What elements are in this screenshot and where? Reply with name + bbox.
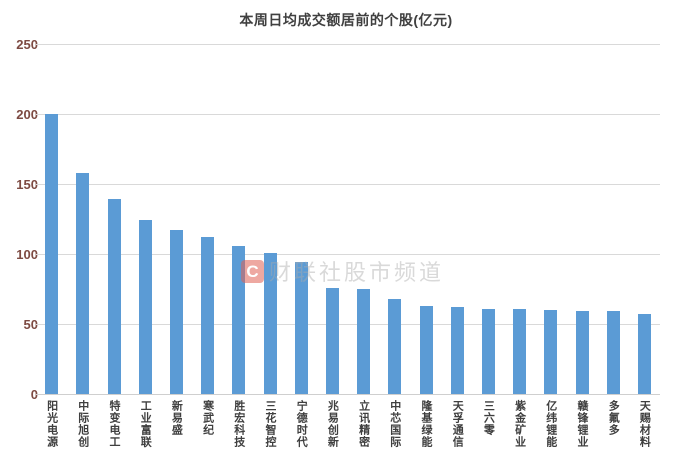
y-tick-label: 100 (16, 246, 38, 262)
gridline-y-100 (36, 254, 660, 255)
x-tick-label-特变电工: 特变电工 (108, 400, 120, 448)
y-tick-label: 250 (16, 36, 38, 52)
gridline-y-200 (36, 114, 660, 115)
bar-寒武纪 (201, 237, 215, 394)
x-tick-label-中芯国际: 中芯国际 (388, 400, 401, 448)
bar-立讯精密 (357, 289, 371, 394)
gridline-y-50 (36, 324, 660, 325)
y-tick-label: 200 (16, 106, 38, 122)
bar-工业富联 (138, 220, 152, 394)
bar-新易盛 (169, 230, 183, 394)
y-tick-label: 50 (23, 316, 38, 332)
x-tick-label-胜宏科技: 胜宏科技 (232, 400, 245, 448)
x-tick-label-亿纬锂能: 亿纬锂能 (544, 400, 557, 448)
bar-赣锋锂业 (575, 311, 589, 394)
x-tick-label-立讯精密: 立讯精密 (357, 400, 370, 448)
x-tick-label-隆基绿能: 隆基绿能 (420, 400, 432, 448)
x-tick-label-新易盛: 新易盛 (170, 400, 183, 436)
gridline-y-0 (36, 394, 660, 395)
bar-三六零 (481, 308, 495, 394)
bar-兆易创新 (325, 287, 339, 394)
x-tick-label-多氟多: 多氟多 (607, 400, 620, 436)
bar-三花智控 (263, 252, 277, 394)
x-tick-label-天孚通信: 天孚通信 (451, 400, 464, 448)
x-tick-label-工业富联: 工业富联 (139, 400, 152, 448)
x-tick-label-天赐材料: 天赐材料 (638, 400, 651, 448)
x-tick-label-三六零: 三六零 (482, 400, 495, 436)
bar-紫金矿业 (513, 308, 527, 394)
bar-中芯国际 (388, 298, 402, 394)
x-tick-label-宁德时代: 宁德时代 (295, 400, 308, 448)
x-tick-label-紫金矿业: 紫金矿业 (513, 400, 526, 448)
chart-title: 本周日均成交额居前的个股(亿元) (239, 12, 453, 28)
x-tick-label-中际旭创: 中际旭创 (76, 400, 89, 448)
bar-隆基绿能 (419, 305, 433, 394)
gridline-y-150 (36, 184, 660, 185)
bar-特变电工 (107, 199, 121, 394)
y-tick-label: 150 (16, 176, 38, 192)
bar-中际旭创 (76, 172, 90, 394)
x-tick-label-寒武纪: 寒武纪 (201, 400, 214, 436)
gridline-y-250 (36, 44, 660, 45)
x-tick-label-三花智控: 三花智控 (264, 400, 276, 448)
bar-亿纬锂能 (544, 310, 558, 394)
x-tick-label-阳光电源: 阳光电源 (45, 400, 58, 448)
bar-多氟多 (606, 311, 620, 394)
y-tick-label: 0 (30, 386, 38, 402)
bar-阳光电源 (45, 114, 59, 394)
x-tick-label-兆易创新: 兆易创新 (326, 400, 339, 448)
bar-宁德时代 (294, 262, 308, 394)
bar-天赐材料 (637, 314, 651, 394)
bar-胜宏科技 (232, 245, 246, 394)
bar-天孚通信 (450, 307, 464, 394)
x-tick-label-赣锋锂业: 赣锋锂业 (576, 400, 588, 448)
